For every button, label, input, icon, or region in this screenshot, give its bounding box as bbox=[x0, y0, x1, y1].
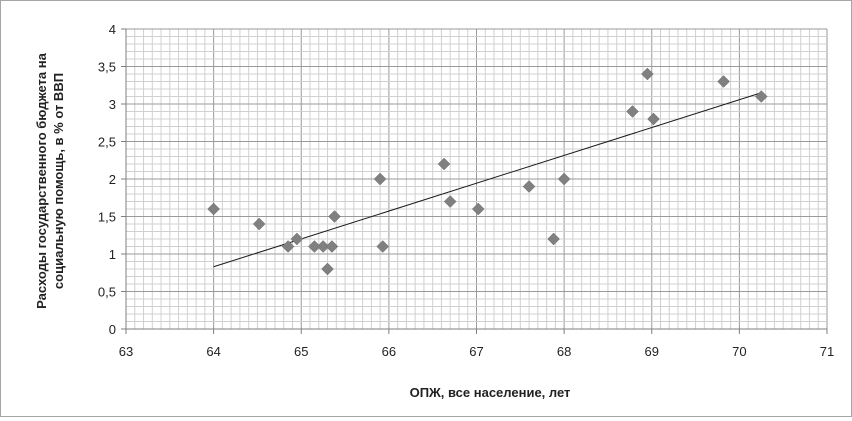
data-point bbox=[443, 195, 457, 208]
x-tick-labels: 63 64 65 66 67 68 69 70 71 bbox=[119, 344, 834, 359]
data-point bbox=[717, 75, 730, 88]
data-point bbox=[754, 90, 768, 103]
y-tick-label: 0,5 bbox=[98, 285, 116, 300]
data-point bbox=[647, 112, 660, 126]
y-axis-title-line2: социальную помощь, в % от ВВП bbox=[51, 73, 66, 289]
y-tick-label: 3,5 bbox=[98, 60, 116, 75]
y-tick-labels: 0 0,5 1 1,5 2 2,5 3 3,5 4 bbox=[98, 22, 116, 337]
data-point bbox=[207, 202, 220, 216]
data-point bbox=[373, 172, 387, 186]
data-point bbox=[290, 232, 304, 246]
x-tick-label: 71 bbox=[820, 344, 834, 359]
x-tick-label: 66 bbox=[382, 344, 396, 359]
x-tick-label: 69 bbox=[645, 344, 659, 359]
trendline bbox=[213, 92, 762, 268]
x-axis-title: ОПЖ, все население, лет bbox=[410, 385, 571, 400]
data-point bbox=[626, 105, 639, 118]
data-point bbox=[641, 67, 654, 81]
data-point bbox=[376, 240, 390, 253]
data-point bbox=[252, 217, 266, 231]
y-tick-label: 1 bbox=[109, 247, 116, 262]
x-tick-label: 67 bbox=[469, 344, 483, 359]
data-point bbox=[471, 202, 485, 216]
y-tick-label: 2,5 bbox=[98, 135, 116, 150]
data-point bbox=[325, 240, 339, 253]
data-point bbox=[437, 157, 451, 171]
x-tick-label: 63 bbox=[119, 344, 133, 359]
data-point bbox=[547, 232, 560, 246]
grid bbox=[125, 28, 828, 330]
data-point bbox=[308, 240, 321, 253]
data-point bbox=[557, 172, 571, 186]
x-tick-label: 64 bbox=[206, 344, 220, 359]
trendline-group bbox=[213, 92, 762, 268]
axes bbox=[121, 28, 828, 334]
y-tick-label: 1,5 bbox=[98, 210, 116, 225]
x-tick-label: 65 bbox=[294, 344, 308, 359]
y-tick-label: 0 bbox=[109, 322, 116, 337]
x-tick-label: 68 bbox=[557, 344, 571, 359]
data-point bbox=[281, 240, 295, 253]
data-point bbox=[321, 262, 334, 276]
y-tick-label: 4 bbox=[109, 22, 116, 37]
data-point bbox=[316, 240, 330, 253]
y-axis-title-line1: Расходы государственного бюджета на bbox=[34, 52, 49, 308]
y-tick-label: 3 bbox=[109, 97, 116, 112]
data-point bbox=[522, 180, 536, 193]
data-point bbox=[328, 210, 341, 223]
y-tick-label: 2 bbox=[109, 172, 116, 187]
data-points bbox=[207, 67, 768, 276]
x-tick-label: 70 bbox=[732, 344, 746, 359]
